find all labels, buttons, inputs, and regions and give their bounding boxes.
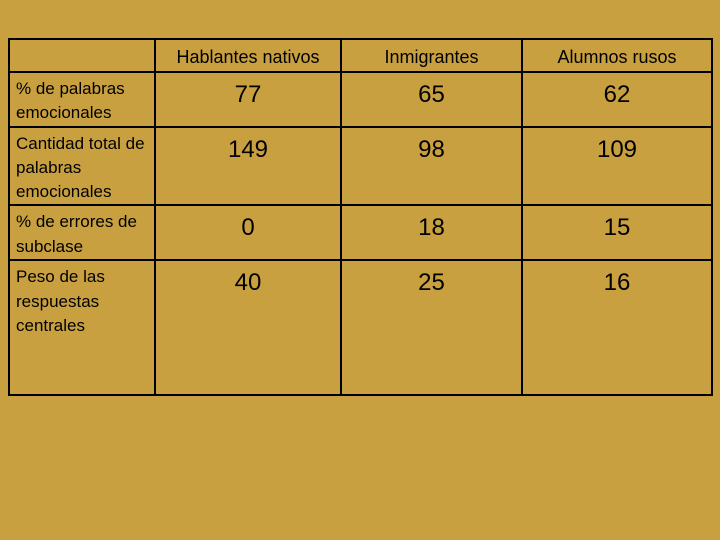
header-cell-russian-students: Alumnos rusos (521, 38, 713, 73)
table-cell: 149 (154, 125, 342, 207)
data-table: Hablantes nativos Inmigrantes Alumnos ru… (8, 38, 713, 397)
row-label: Cantidad total de palabras emocionales (8, 125, 156, 207)
table-cell: 62 (521, 71, 713, 128)
row-label: % de errores de subclase (8, 204, 156, 262)
table-row: Cantidad total de palabras emocionales 1… (8, 125, 713, 207)
table-row: Peso de las respuestas centrales 40 25 1… (8, 259, 713, 397)
table-cell: 25 (340, 259, 523, 397)
row-label: Peso de las respuestas centrales (8, 259, 156, 397)
table-cell: 109 (521, 125, 713, 207)
table-cell: 77 (154, 71, 342, 128)
table-header-row: Hablantes nativos Inmigrantes Alumnos ru… (8, 38, 713, 73)
header-cell-native-speakers: Hablantes nativos (154, 38, 342, 73)
table-cell: 0 (154, 204, 342, 262)
table-cell: 16 (521, 259, 713, 397)
table-cell: 18 (340, 204, 523, 262)
header-cell-empty (8, 38, 156, 73)
table-row: % de palabras emocionales 77 65 62 (8, 71, 713, 128)
table-cell: 40 (154, 259, 342, 397)
table-cell: 65 (340, 71, 523, 128)
table-cell: 15 (521, 204, 713, 262)
table-cell: 98 (340, 125, 523, 207)
table-row: % de errores de subclase 0 18 15 (8, 204, 713, 262)
header-cell-immigrants: Inmigrantes (340, 38, 523, 73)
row-label: % de palabras emocionales (8, 71, 156, 128)
